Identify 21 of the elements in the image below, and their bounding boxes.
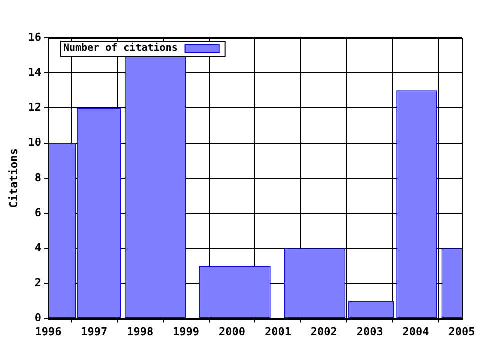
y-tick-label: 6 [34, 206, 42, 220]
x-tick-label: 1998 [127, 325, 154, 338]
y-tick-label: 12 [28, 101, 42, 114]
y-tick-label: 14 [28, 66, 42, 79]
x-tick-label: 1999 [173, 325, 200, 338]
x-tick-label: 1996 [35, 325, 62, 338]
y-tick-label: 0 [34, 312, 42, 325]
x-tick-label: 2003 [356, 325, 384, 338]
x-tick-label: 2002 [310, 325, 338, 338]
x-tick-label: 2004 [402, 325, 430, 338]
y-axis-title: Citations [7, 148, 20, 208]
x-tick-label: 2005 [448, 325, 476, 338]
y-tick-label: 16 [28, 30, 42, 44]
y-tick-label: 10 [28, 136, 42, 150]
x-tick-label: 2001 [264, 325, 292, 338]
y-tick-label: 4 [34, 241, 42, 254]
x-tick-label: 2000 [218, 325, 246, 338]
legend-label: Number of citations [63, 42, 178, 54]
y-tick-label: 8 [34, 171, 42, 184]
x-tick-label: 1997 [81, 325, 108, 338]
y-tick-label: 2 [34, 276, 42, 290]
